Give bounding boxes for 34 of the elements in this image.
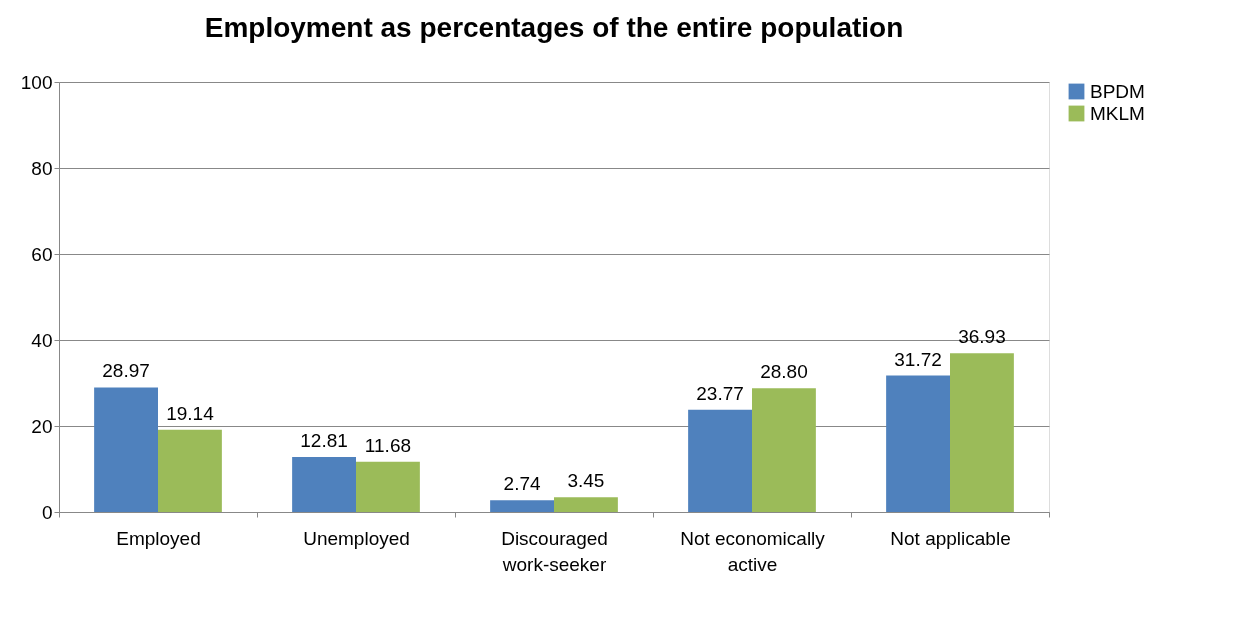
bar [490,500,554,512]
chart-title: Employment as percentages of the entire population [204,12,904,43]
x-tick-label: Not economically active [680,527,826,575]
legend-label: MKLM [1090,102,1145,124]
bar [688,409,752,512]
bar [554,497,618,512]
y-tick-label: 40 [31,329,53,351]
x-tick-label: Not applicable [890,527,1011,549]
data-label: 2.74 [503,473,541,495]
y-tick-label: 0 [41,501,53,523]
y-tick-label: 20 [31,415,53,437]
data-label: 23.77 [696,382,744,404]
bar [356,461,420,512]
bar [94,387,158,512]
x-tick-label: Unemployed [303,527,410,549]
x-tick-label: Discouraged work-seeker [501,527,608,575]
data-label: 28.97 [102,360,150,382]
bar [752,388,816,512]
y-tick-label: 60 [31,243,53,265]
bar [292,456,356,512]
data-label: 19.14 [166,402,215,424]
data-label: 12.81 [300,429,348,451]
data-label: 11.68 [364,434,412,456]
bar [158,429,222,512]
bar [950,353,1014,512]
x-tick-label: Employed [116,527,201,549]
y-tick-label: 80 [31,157,53,179]
y-tick-label: 100 [20,71,53,93]
data-label: 36.93 [958,326,1006,348]
data-label: 3.45 [567,470,605,492]
data-label: 28.80 [760,361,808,383]
bar [886,375,950,512]
legend-label: BPDM [1090,80,1145,102]
data-label: 31.72 [894,348,942,370]
